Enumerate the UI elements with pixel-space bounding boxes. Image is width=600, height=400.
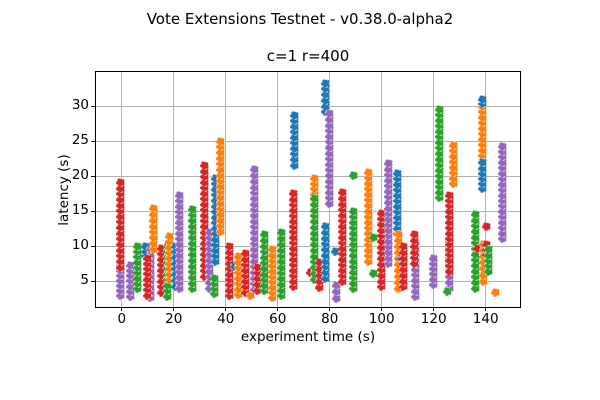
x-tick-mark	[329, 307, 331, 311]
scatter-point	[490, 287, 500, 297]
y-tick-label: 30	[71, 97, 89, 114]
x-axis-label: experiment time (s)	[240, 329, 376, 345]
x-tick-label: 40	[217, 311, 235, 327]
y-gridline	[96, 245, 520, 247]
x-gridline	[173, 72, 175, 307]
scatter-point	[115, 178, 125, 187]
scatter-point	[443, 287, 453, 297]
scatter-point	[449, 140, 459, 150]
x-tick-label: 60	[269, 311, 287, 327]
axes-title: c=1 r=400	[266, 47, 350, 65]
x-tick-label: 140	[472, 311, 499, 327]
y-gridline	[96, 210, 520, 212]
scatter-point	[175, 190, 185, 200]
scatter-point	[409, 230, 419, 240]
x-gridline	[225, 72, 227, 307]
x-tick-mark	[225, 307, 227, 311]
y-tick-mark	[91, 245, 95, 247]
scatter-point	[289, 110, 299, 120]
y-tick-label: 15	[71, 202, 89, 219]
y-tick-mark	[91, 210, 95, 212]
plot-area	[95, 71, 521, 308]
scatter-point	[321, 222, 331, 232]
y-tick-mark	[91, 105, 95, 107]
scatter-point	[142, 253, 152, 263]
scatter-point	[434, 104, 444, 114]
scatter-point	[477, 95, 487, 105]
scatter-point	[349, 171, 359, 180]
scatter-point	[497, 141, 507, 151]
x-tick-mark	[381, 307, 383, 311]
y-gridline	[96, 105, 520, 107]
scatter-point	[398, 242, 408, 252]
scatter-point	[240, 249, 250, 259]
scatter-point	[259, 230, 269, 240]
x-tick-label: 20	[165, 311, 183, 327]
y-tick-label: 5	[80, 272, 89, 289]
scatter-point	[383, 159, 393, 169]
scatter-point	[429, 253, 439, 263]
figure-suptitle: Vote Extensions Testnet - v0.38.0-alpha2	[146, 10, 454, 28]
scatter-point	[276, 228, 286, 238]
y-tick-mark	[91, 175, 95, 177]
scatter-point	[225, 242, 235, 252]
x-tick-label: 80	[321, 311, 339, 327]
scatter-point	[484, 245, 494, 255]
x-tick-mark	[277, 307, 279, 311]
x-tick-mark	[121, 307, 123, 311]
scatter-point	[470, 210, 480, 220]
x-gridline	[433, 72, 435, 307]
scatter-point	[309, 194, 319, 204]
scatter-point	[309, 173, 319, 183]
y-gridline	[96, 175, 520, 177]
y-tick-mark	[91, 280, 95, 282]
scatter-point	[477, 158, 487, 168]
scatter-point	[393, 230, 403, 240]
scatter-point	[149, 203, 159, 213]
scatter-point	[209, 273, 219, 283]
x-gridline	[381, 72, 383, 307]
scatter-point	[325, 109, 335, 119]
x-tick-label: 0	[117, 311, 127, 327]
scatter-point	[363, 167, 373, 177]
scatter-point	[199, 161, 209, 171]
scatter-point	[288, 189, 298, 199]
y-tick-label: 25	[71, 132, 89, 149]
scatter-point	[187, 204, 197, 214]
x-gridline	[277, 72, 279, 307]
scatter-point	[392, 168, 402, 178]
scatter-point	[349, 206, 359, 216]
y-gridline	[96, 280, 520, 282]
y-gridline	[96, 140, 520, 142]
x-tick-mark	[485, 307, 487, 311]
x-tick-label: 120	[420, 311, 447, 327]
scatter-point	[482, 222, 492, 232]
scatter-point	[215, 136, 225, 146]
scatter-point	[164, 231, 174, 241]
scatter-point	[338, 188, 348, 198]
x-tick-mark	[433, 307, 435, 311]
scatter-point	[268, 245, 277, 255]
x-tick-label: 100	[368, 311, 395, 327]
scatter-point	[321, 78, 331, 88]
x-tick-mark	[173, 307, 175, 311]
y-tick-label: 10	[71, 237, 89, 254]
y-tick-mark	[91, 140, 95, 142]
scatter-point	[444, 190, 454, 200]
y-tick-label: 20	[71, 167, 89, 184]
scatter-point	[249, 165, 259, 175]
